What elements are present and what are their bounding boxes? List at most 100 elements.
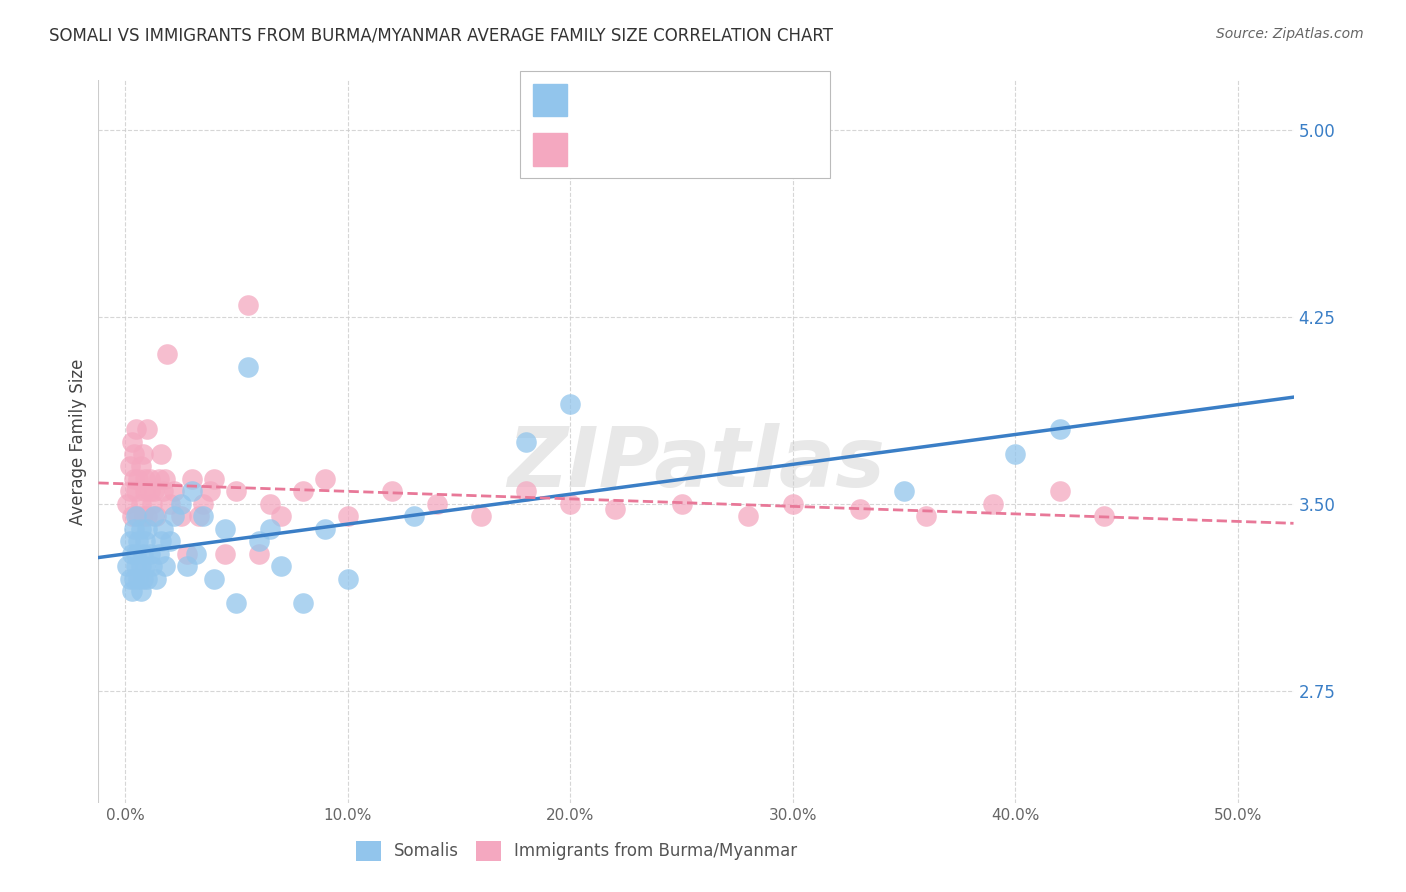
Point (515, 434, 537, 449)
Point (247, 547, 270, 561)
Point (127, 472, 149, 486)
Point (981, 497, 1004, 511)
Point (134, 534, 156, 549)
Point (191, 509, 214, 524)
Point (426, 497, 449, 511)
Point (136, 572, 159, 586)
Point (404, 509, 426, 524)
Point (129, 522, 152, 536)
Text: N =: N = (696, 141, 734, 159)
Text: 61: 61 (737, 141, 759, 159)
Point (129, 559, 152, 574)
Point (247, 534, 270, 549)
Point (134, 484, 156, 499)
Point (127, 509, 149, 524)
Point (186, 547, 208, 561)
FancyBboxPatch shape (533, 134, 567, 166)
Point (214, 547, 236, 561)
Point (560, 397, 582, 411)
Point (134, 559, 156, 574)
Point (159, 534, 181, 549)
Point (336, 509, 359, 524)
Point (132, 447, 155, 461)
Point (515, 484, 537, 499)
Point (118, 459, 141, 474)
Point (132, 547, 155, 561)
Text: ZIPatlas: ZIPatlas (508, 423, 884, 504)
Point (138, 484, 160, 499)
Point (1049, 484, 1071, 499)
Text: N =: N = (696, 91, 734, 109)
Point (132, 509, 155, 524)
Point (149, 534, 172, 549)
Point (236, 359, 259, 374)
Point (187, 509, 209, 524)
Text: 0.012: 0.012 (619, 141, 672, 159)
Point (125, 484, 148, 499)
Point (136, 522, 159, 536)
Point (671, 497, 693, 511)
Point (129, 459, 152, 474)
Point (381, 484, 404, 499)
Point (118, 534, 141, 549)
Point (170, 497, 193, 511)
Point (152, 484, 174, 499)
Point (145, 572, 167, 586)
Point (143, 509, 166, 524)
Point (117, 497, 139, 511)
Point (122, 447, 145, 461)
Point (214, 522, 236, 536)
Point (121, 547, 143, 561)
Point (125, 559, 148, 574)
Point (1092, 509, 1115, 524)
Point (1004, 447, 1026, 461)
Legend: Somalis, Immigrants from Burma/Myanmar: Somalis, Immigrants from Burma/Myanmar (349, 834, 804, 868)
Point (153, 472, 176, 486)
Point (915, 509, 938, 524)
Point (170, 509, 193, 524)
Y-axis label: Average Family Size: Average Family Size (69, 359, 87, 524)
Point (122, 472, 145, 486)
Point (121, 434, 143, 449)
Point (314, 472, 336, 486)
Point (153, 559, 176, 574)
Point (138, 472, 160, 486)
Point (202, 472, 225, 486)
Point (118, 572, 141, 586)
Point (141, 559, 163, 574)
Point (152, 522, 174, 536)
Point (782, 497, 804, 511)
Point (292, 597, 315, 611)
Point (122, 522, 145, 536)
Point (292, 484, 315, 499)
Point (136, 509, 159, 524)
Point (737, 509, 759, 524)
Text: 0.446: 0.446 (619, 91, 672, 109)
Point (117, 559, 139, 574)
Point (236, 297, 259, 311)
Point (176, 547, 198, 561)
Point (143, 484, 166, 499)
Point (125, 547, 148, 561)
Point (180, 472, 202, 486)
Point (560, 497, 582, 511)
Point (134, 472, 156, 486)
Point (270, 509, 292, 524)
Point (148, 472, 170, 486)
Text: 52: 52 (737, 91, 759, 109)
Point (121, 509, 143, 524)
Point (125, 509, 148, 524)
Point (136, 422, 159, 436)
Point (129, 497, 152, 511)
Point (259, 522, 281, 536)
Point (176, 559, 198, 574)
Point (129, 584, 152, 599)
Point (122, 572, 145, 586)
Point (127, 534, 149, 549)
FancyBboxPatch shape (533, 84, 567, 116)
Point (141, 497, 163, 511)
Point (893, 484, 915, 499)
Point (163, 484, 186, 499)
Point (225, 597, 247, 611)
Point (125, 422, 148, 436)
